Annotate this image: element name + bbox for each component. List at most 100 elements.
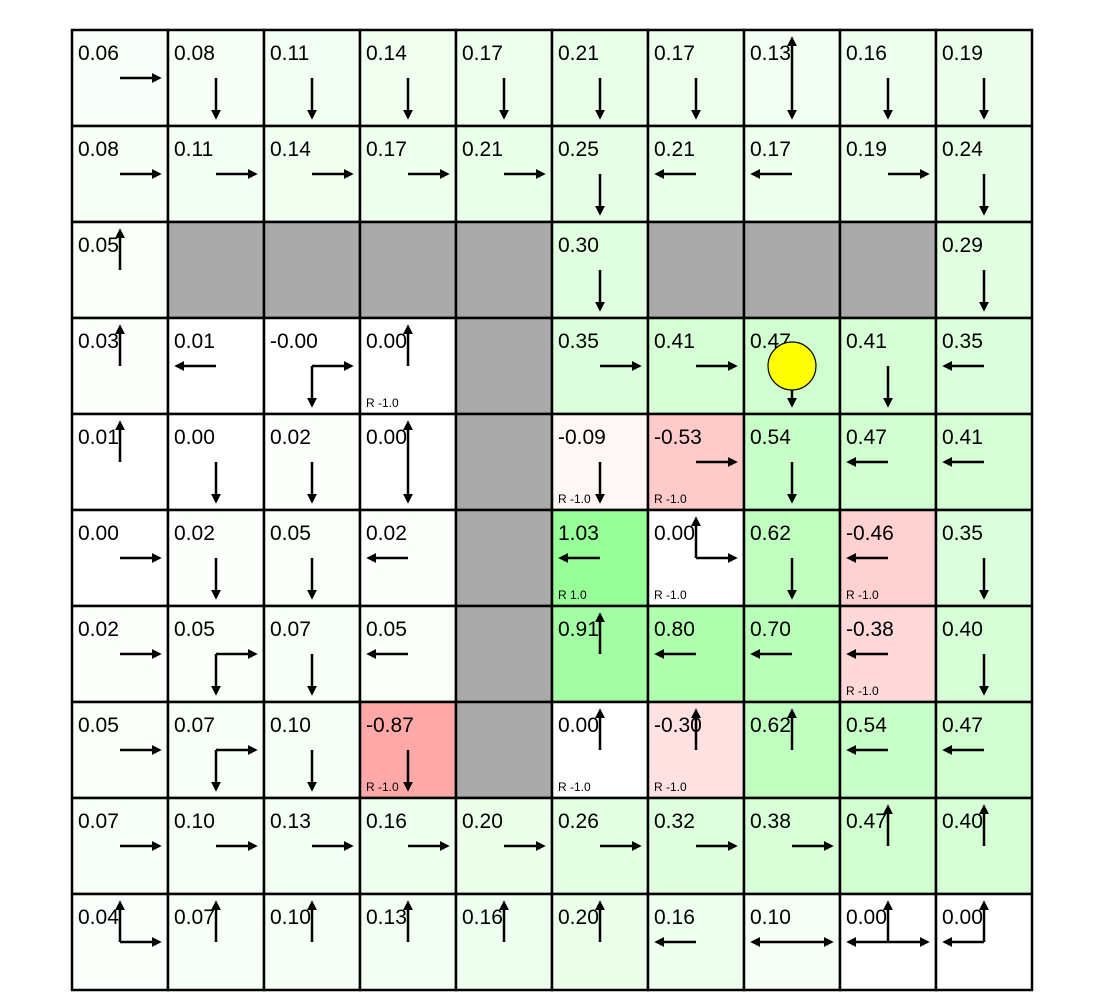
- grid-cell[interactable]: 0.17: [742, 124, 842, 224]
- grid-cell[interactable]: 0.91: [550, 604, 650, 704]
- grid-cell[interactable]: 0.21: [646, 124, 746, 224]
- grid-cell[interactable]: 0.02: [262, 412, 362, 512]
- grid-cell[interactable]: 0.19: [838, 124, 938, 224]
- grid-cell[interactable]: 0.54: [838, 700, 938, 800]
- grid-cell[interactable]: 0.10: [742, 892, 842, 992]
- grid-cell[interactable]: 0.62: [742, 508, 842, 608]
- grid-cell[interactable]: 0.17: [646, 28, 746, 128]
- grid-cell[interactable]: 0.40: [934, 604, 1034, 704]
- grid-cell[interactable]: 0.16: [838, 28, 938, 128]
- grid-cell[interactable]: 0.00: [838, 892, 938, 992]
- grid-cell[interactable]: [454, 700, 554, 800]
- grid-cell[interactable]: 0.05: [70, 220, 170, 320]
- grid-cell[interactable]: 0.05: [358, 604, 458, 704]
- grid-cell[interactable]: 0.29: [934, 220, 1034, 320]
- grid-cell[interactable]: 0.26: [550, 796, 650, 896]
- grid-cell[interactable]: -0.09 R -1.0: [550, 412, 650, 512]
- grid-cell[interactable]: 0.08: [166, 28, 266, 128]
- grid-cell[interactable]: 0.07: [262, 604, 362, 704]
- grid-cell[interactable]: 0.16: [358, 796, 458, 896]
- grid-cell[interactable]: [454, 220, 554, 320]
- grid-cell[interactable]: 0.13: [262, 796, 362, 896]
- grid-cell[interactable]: 0.10: [262, 700, 362, 800]
- grid-cell[interactable]: 0.01: [70, 412, 170, 512]
- grid-cell[interactable]: 0.05: [262, 508, 362, 608]
- grid-cell[interactable]: 0.05: [166, 604, 266, 704]
- grid-cell[interactable]: 0.24: [934, 124, 1034, 224]
- grid-cell[interactable]: 0.47: [934, 700, 1034, 800]
- grid-cell[interactable]: 0.05: [70, 700, 170, 800]
- grid-cell[interactable]: [358, 220, 458, 320]
- grid-cell[interactable]: 0.07: [70, 796, 170, 896]
- grid-cell[interactable]: 0.00: [166, 412, 266, 512]
- grid-cell[interactable]: 0.38: [742, 796, 842, 896]
- grid-cell[interactable]: 0.47: [838, 796, 938, 896]
- grid-cell[interactable]: -0.00: [262, 316, 362, 416]
- grid-cell[interactable]: 0.35: [550, 316, 650, 416]
- grid-cell[interactable]: 0.13: [358, 892, 458, 992]
- grid-cell[interactable]: 0.21: [454, 124, 554, 224]
- grid-cell[interactable]: 0.21: [550, 28, 650, 128]
- grid-cell[interactable]: 0.00: [70, 508, 170, 608]
- grid-cell[interactable]: 0.08: [70, 124, 170, 224]
- grid-cell[interactable]: 0.11: [166, 124, 266, 224]
- grid-cell[interactable]: 0.17: [454, 28, 554, 128]
- grid-cell[interactable]: 0.16: [646, 892, 746, 992]
- grid-cell[interactable]: 0.20: [454, 796, 554, 896]
- grid-cell[interactable]: 0.47: [838, 412, 938, 512]
- grid-cell[interactable]: 0.00: [934, 892, 1034, 992]
- grid-cell[interactable]: 0.80: [646, 604, 746, 704]
- grid-cell[interactable]: 0.07: [166, 892, 266, 992]
- grid-cell[interactable]: 0.13: [742, 28, 842, 128]
- grid-cell[interactable]: -0.38 R -1.0: [838, 604, 938, 704]
- grid-cell[interactable]: 0.03: [70, 316, 170, 416]
- grid-cell[interactable]: 0.02: [70, 604, 170, 704]
- grid-cell[interactable]: 0.14: [262, 124, 362, 224]
- grid-cell[interactable]: 0.41: [646, 316, 746, 416]
- grid-cell[interactable]: -0.30 R -1.0: [646, 700, 746, 800]
- grid-cell[interactable]: 0.54: [742, 412, 842, 512]
- state-value: 0.05: [174, 618, 215, 641]
- grid-cell[interactable]: [454, 508, 554, 608]
- grid-cell[interactable]: 0.10: [166, 796, 266, 896]
- grid-cell[interactable]: [838, 220, 938, 320]
- grid-cell[interactable]: 0.25: [550, 124, 650, 224]
- grid-cell[interactable]: 0.30: [550, 220, 650, 320]
- grid-cell[interactable]: -0.46 R -1.0: [838, 508, 938, 608]
- grid-cell[interactable]: 0.16: [454, 892, 554, 992]
- grid-cell[interactable]: -0.87 R -1.0: [358, 700, 458, 800]
- grid-cell[interactable]: 0.35: [934, 508, 1034, 608]
- grid-cell[interactable]: [166, 220, 266, 320]
- grid-cell[interactable]: 0.00 R -1.0: [358, 316, 458, 416]
- grid-cell[interactable]: 0.40: [934, 796, 1034, 896]
- grid-cell[interactable]: 0.01: [166, 316, 266, 416]
- grid-cell[interactable]: [454, 604, 554, 704]
- grid-cell[interactable]: [454, 412, 554, 512]
- grid-cell[interactable]: 0.11: [262, 28, 362, 128]
- grid-cell[interactable]: 0.35: [934, 316, 1034, 416]
- grid-cell[interactable]: 0.04: [70, 892, 170, 992]
- grid-cell[interactable]: 0.00 R -1.0: [646, 508, 746, 608]
- grid-cell[interactable]: [262, 220, 362, 320]
- grid-cell[interactable]: 0.70: [742, 604, 842, 704]
- grid-cell[interactable]: 0.02: [166, 508, 266, 608]
- grid-cell[interactable]: -0.53 R -1.0: [646, 412, 746, 512]
- grid-cell[interactable]: 0.41: [838, 316, 938, 416]
- grid-cell[interactable]: 0.32: [646, 796, 746, 896]
- grid-cell[interactable]: [646, 220, 746, 320]
- grid-cell[interactable]: 0.10: [262, 892, 362, 992]
- grid-cell[interactable]: 0.07: [166, 700, 266, 800]
- grid-cell[interactable]: 1.03 R 1.0: [550, 508, 650, 608]
- grid-cell[interactable]: 0.00: [358, 412, 458, 512]
- grid-cell[interactable]: 0.17: [358, 124, 458, 224]
- grid-cell[interactable]: 0.62: [742, 700, 842, 800]
- grid-cell[interactable]: 0.19: [934, 28, 1034, 128]
- grid-cell[interactable]: 0.41: [934, 412, 1034, 512]
- grid-cell[interactable]: 0.20: [550, 892, 650, 992]
- grid-cell[interactable]: 0.06: [70, 28, 170, 128]
- grid-cell[interactable]: 0.14: [358, 28, 458, 128]
- grid-cell[interactable]: [742, 220, 842, 320]
- grid-cell[interactable]: 0.00 R -1.0: [550, 700, 650, 800]
- grid-cell[interactable]: 0.02: [358, 508, 458, 608]
- grid-cell[interactable]: [454, 316, 554, 416]
